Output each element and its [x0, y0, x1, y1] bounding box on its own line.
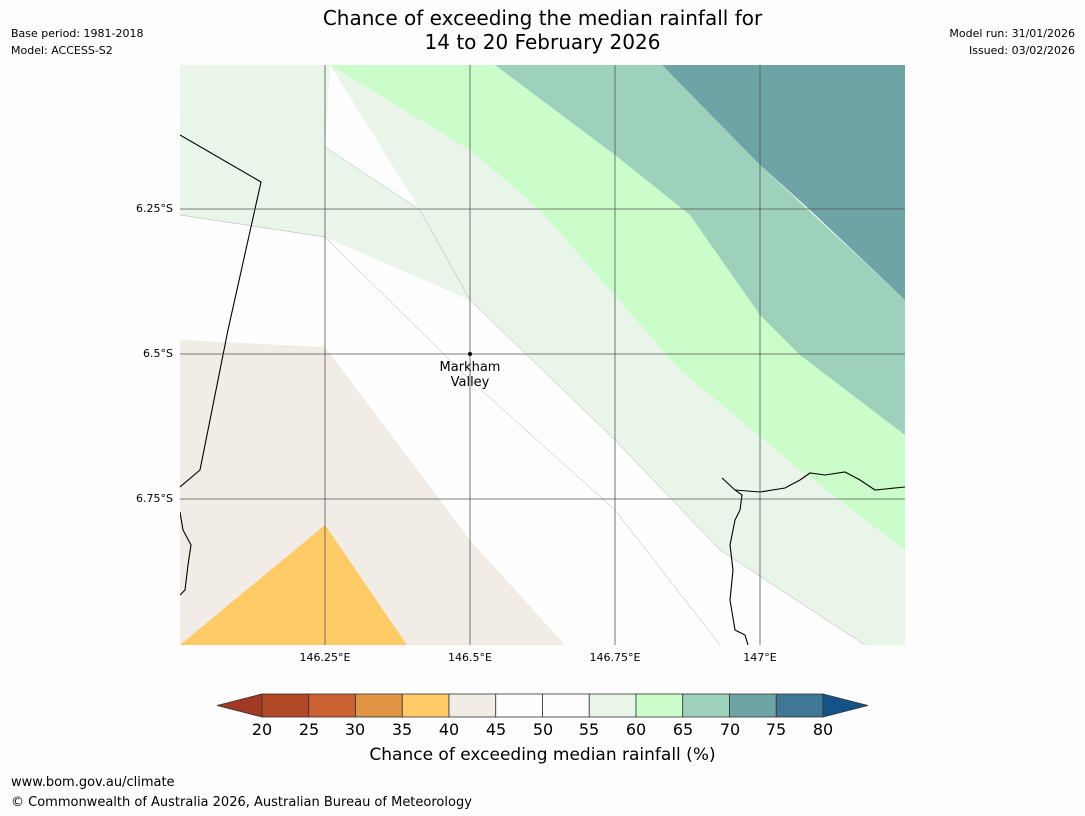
model-text: Model: ACCESS-S2: [11, 44, 113, 57]
title-line-1: Chance of exceeding the median rainfall …: [322, 6, 763, 30]
colorbar-cell-30_35: [355, 693, 403, 718]
colorbar-cell-65_70: [682, 693, 730, 718]
colorbar-cell-20_25: [261, 693, 310, 718]
band-65-70: [495, 65, 905, 435]
lon-label-147: 147°E: [743, 651, 777, 664]
band-35-40: [180, 525, 407, 645]
colorbar-cell-50_55: [542, 693, 590, 718]
cb-tick: 55: [578, 720, 600, 739]
band-55-60: [180, 65, 905, 645]
cb-tick: 25: [298, 720, 320, 739]
cb-tick: 35: [391, 720, 413, 739]
lon-label-146-5: 146.5°E: [448, 651, 492, 664]
cb-tick: 50: [532, 720, 554, 739]
colorbar-title: Chance of exceeding median rainfall (%): [369, 745, 716, 765]
lon-label-146-75: 146.75°E: [589, 651, 641, 664]
place-label-line-2: Valley: [450, 375, 490, 390]
cb-tick: 80: [812, 720, 834, 739]
band-70-75: [662, 65, 905, 300]
band-55-60-topleft: [180, 65, 330, 147]
cb-tick: 45: [485, 720, 507, 739]
colorbar-cell-40_45: [448, 693, 497, 718]
colorbar-cell-35_40: [401, 693, 450, 718]
place-label-line-1: Markham: [439, 360, 501, 375]
footer-copyright: © Commonwealth of Australia 2026, Austra…: [11, 795, 472, 810]
footer-url[interactable]: www.bom.gov.au/climate: [11, 775, 175, 790]
cb-tick: 70: [719, 720, 741, 739]
colorbar-cell-75_80: [775, 693, 824, 718]
cb-tick: 60: [625, 720, 647, 739]
lat-label-6-5: 6.5°S: [143, 347, 173, 360]
colorbar-cell-45_50: [495, 693, 543, 718]
colorbar-cell-25_30: [308, 693, 356, 718]
colorbar-cell-60_65: [635, 693, 684, 718]
colorbar-cell-70_75: [729, 693, 777, 718]
lon-label-146-25: 146.25°E: [299, 651, 351, 664]
title-line-2: 14 to 20 February 2026: [424, 30, 661, 54]
cb-tick: 20: [251, 720, 273, 739]
meta-left: Base period: 1981-2018 Model: ACCESS-S2: [11, 25, 143, 59]
model-run-text: Model run: 31/01/2026: [949, 27, 1075, 40]
colorbar-extend-high: [822, 693, 869, 718]
colorbar-cell-55_60: [588, 693, 637, 718]
cb-tick: 75: [765, 720, 787, 739]
cb-tick: 40: [438, 720, 460, 739]
place-label: Markham Valley: [420, 360, 520, 390]
band-60-65: [330, 65, 905, 550]
lat-label-6-75: 6.75°S: [136, 492, 173, 505]
map-title: Chance of exceeding the median rainfall …: [0, 6, 1085, 54]
cb-tick: 30: [344, 720, 366, 739]
lat-label-6-25: 6.25°S: [136, 202, 173, 215]
base-period-text: Base period: 1981-2018: [11, 27, 144, 40]
markham-valley-marker: [468, 352, 472, 356]
colorbar-extend-low: [216, 693, 263, 718]
issued-text: Issued: 03/02/2026: [968, 44, 1075, 57]
coastline: [180, 134, 905, 645]
cb-tick: 65: [672, 720, 694, 739]
map-plot-area: [180, 65, 905, 645]
meta-right: Model run: 31/01/2026 Issued: 03/02/2026: [949, 25, 1075, 59]
